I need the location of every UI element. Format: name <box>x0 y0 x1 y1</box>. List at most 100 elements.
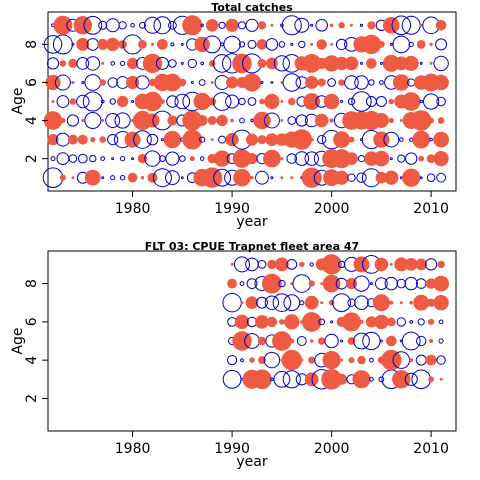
residual-bubble-negative <box>139 21 146 29</box>
x-tick-label: 2010 <box>413 201 449 217</box>
residual-bubble-positive <box>344 56 359 71</box>
residual-bubble-negative <box>109 98 116 105</box>
residual-bubble-positive <box>280 176 284 180</box>
residual-bubble-positive <box>250 176 254 180</box>
residual-bubble-positive <box>366 58 377 69</box>
residual-bubble-negative <box>212 54 232 73</box>
residual-bubble-negative <box>198 79 206 86</box>
residual-bubble-positive <box>350 23 353 27</box>
residual-bubble-positive <box>300 358 304 362</box>
residual-bubble-negative <box>245 257 259 272</box>
residual-bubble-positive <box>401 92 421 111</box>
residual-bubble-positive <box>147 172 158 183</box>
residual-bubble-positive <box>267 259 277 270</box>
residual-bubble-negative <box>238 41 246 48</box>
residual-bubble-negative <box>100 156 106 162</box>
residual-bubble-positive <box>280 100 284 103</box>
residual-bubble-positive <box>323 93 340 110</box>
residual-bubble-negative <box>290 42 294 46</box>
residual-bubble-positive <box>389 263 393 266</box>
residual-bubble-negative <box>265 38 279 51</box>
residual-bubble-negative <box>54 74 71 91</box>
residual-bubble-negative <box>369 376 374 382</box>
x-axis: 1980 1990 2000 2010 <box>115 191 449 217</box>
residual-bubble-negative <box>375 277 388 291</box>
residual-bubble-positive <box>81 119 85 122</box>
residual-bubble-positive <box>425 354 437 366</box>
residual-bubble-negative <box>84 74 102 91</box>
residual-bubble-negative <box>423 93 440 110</box>
residual-bubble-positive <box>322 351 341 370</box>
residual-bubble-positive <box>207 116 217 125</box>
residual-bubble-positive <box>437 117 445 124</box>
plot-frame <box>47 250 457 432</box>
residual-bubble-negative <box>85 56 101 71</box>
residual-bubble-positive <box>182 15 203 36</box>
residual-bubble-negative <box>240 358 244 363</box>
residual-bubble-negative <box>273 370 291 388</box>
residual-bubble-negative <box>56 95 70 108</box>
residual-bubble-positive <box>367 21 376 30</box>
x-tick-label: 2000 <box>314 441 350 457</box>
residual-bubble-positive <box>411 110 432 131</box>
residual-bubble-positive <box>60 117 66 124</box>
residual-bubble-negative <box>292 274 312 293</box>
x-tick-label: 1980 <box>115 201 151 217</box>
residual-bubble-negative <box>200 23 204 27</box>
residual-bubble-negative <box>218 135 227 144</box>
residual-bubble-positive <box>90 137 96 143</box>
residual-bubble-positive <box>196 115 208 126</box>
residual-bubble-negative <box>247 97 257 106</box>
residual-bubble-negative <box>245 18 259 32</box>
residual-bubble-positive <box>53 15 73 35</box>
residual-bubble-negative <box>362 331 381 351</box>
residual-bubble-positive <box>216 114 228 127</box>
y-axis: 2 4 6 8 <box>24 40 48 163</box>
y-tick-label: 8 <box>24 279 40 288</box>
residual-bubble-positive <box>415 258 428 271</box>
residual-bubble-positive <box>378 41 385 48</box>
residual-bubble-positive <box>348 136 355 143</box>
residual-bubble-negative <box>110 175 116 181</box>
residual-bubble-positive <box>225 18 239 32</box>
residual-bubble-positive <box>399 119 403 122</box>
residual-bubble-positive <box>304 295 319 310</box>
residual-bubble-positive <box>280 119 284 122</box>
residual-bubble-negative <box>270 81 274 84</box>
residual-bubble-positive <box>266 316 278 328</box>
residual-bubble-negative <box>392 35 411 54</box>
residual-bubble-negative <box>256 296 268 309</box>
residual-bubble-positive <box>318 337 326 345</box>
residual-bubble-negative <box>379 339 383 343</box>
residual-bubble-positive <box>388 98 395 105</box>
residual-bubble-positive <box>167 115 178 126</box>
residual-bubble-positive <box>429 339 434 343</box>
residual-bubble-negative <box>383 131 400 148</box>
bubble-layer <box>222 254 450 390</box>
residual-bubble-positive <box>392 370 411 389</box>
y-tick-label: 2 <box>24 154 40 163</box>
residual-bubble-negative <box>399 137 404 142</box>
residual-bubble-positive <box>284 314 300 330</box>
residual-bubble-negative <box>250 118 254 123</box>
residual-bubble-positive <box>182 129 203 150</box>
residual-bubble-positive <box>372 294 390 312</box>
residual-bubble-negative <box>278 279 286 288</box>
residual-bubble-negative <box>255 170 269 185</box>
residual-bubble-positive <box>381 349 402 371</box>
chart-title: Total catches <box>211 1 293 14</box>
y-axis-label: Age <box>10 327 26 354</box>
residual-bubble-positive <box>340 358 344 362</box>
residual-bubble-positive <box>428 117 435 124</box>
y-tick-label: 4 <box>24 356 40 365</box>
residual-bubble-positive <box>433 131 450 148</box>
residual-bubble-positive <box>258 356 266 365</box>
residual-bubble-negative <box>101 176 105 180</box>
residual-bubble-positive <box>433 151 449 167</box>
residual-bubble-positive <box>246 153 258 165</box>
residual-bubble-negative <box>416 335 427 347</box>
residual-bubble-negative <box>237 21 247 30</box>
residual-bubble-positive <box>230 262 234 266</box>
residual-bubble-positive <box>259 98 265 105</box>
